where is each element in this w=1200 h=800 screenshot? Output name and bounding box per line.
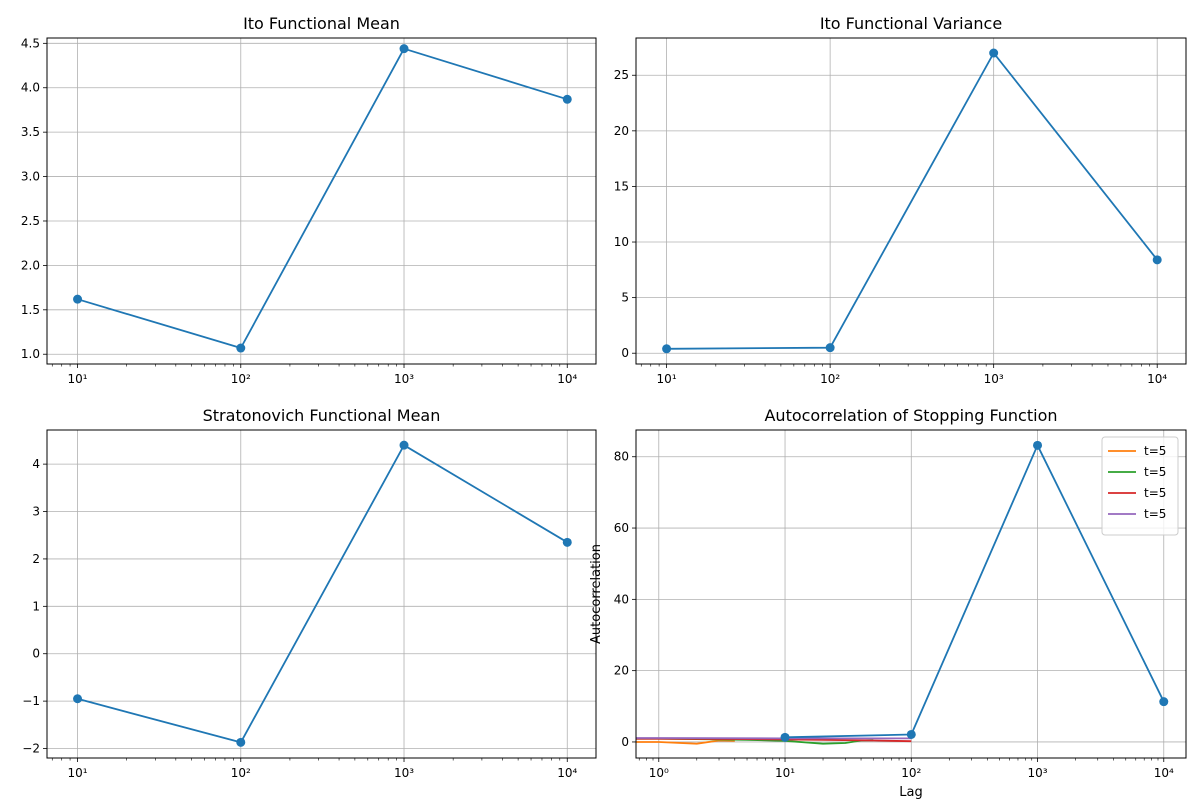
data-point: [399, 44, 409, 54]
data-point: [662, 344, 672, 354]
data-point: [236, 737, 246, 747]
x-tick-label: 10²: [231, 372, 251, 386]
data-layer: [73, 440, 572, 747]
x-tick-label: 10¹: [775, 766, 795, 780]
subplot-title: Stratonovich Functional Mean: [203, 406, 441, 425]
subplot-title: Autocorrelation of Stopping Function: [764, 406, 1057, 425]
subplot-ax2: 10¹ 10² 10³ 10⁴ 0 5 10 15 20 25 Ito Functional Var…: [614, 14, 1187, 386]
series-line-1: [636, 739, 735, 745]
data-point: [989, 48, 999, 58]
y-tick-label: 4.0: [21, 81, 40, 95]
subplot-ax1: 10¹ 10² 10³ 10⁴ 1.0 1.5 2.0 2.5 3.0 3.5 4.0 4.5 Ito …: [21, 14, 597, 386]
x-tick-label: 10¹: [67, 766, 87, 780]
y-tick-label: 4: [32, 457, 40, 471]
subplot-title: Ito Functional Mean: [243, 14, 400, 33]
y-tick-label: 0: [621, 346, 629, 360]
legend-label: t=5: [1144, 444, 1166, 458]
x-tick-label: 10¹: [67, 372, 87, 386]
x-tick-label: 10²: [901, 766, 921, 780]
series-line-0: [666, 52, 1158, 350]
y-tick-label: 40: [614, 592, 629, 606]
data-layer: [73, 44, 572, 353]
y-tick-label: 1.5: [21, 303, 40, 317]
y-tick-label: 20: [614, 664, 629, 678]
x-axis-label: Lag: [899, 785, 922, 800]
series-line-0: [784, 444, 1165, 739]
data-point: [236, 343, 246, 353]
y-tick-label: 0: [32, 647, 40, 661]
x-tick-label: 10³: [984, 372, 1004, 386]
x-tick-label: 10³: [394, 372, 414, 386]
data-point: [562, 94, 572, 104]
y-tick-label: −1: [22, 694, 40, 708]
x-tick-label: 10⁰: [649, 766, 669, 780]
data-point: [399, 440, 409, 450]
y-tick-label: 3.0: [21, 170, 40, 184]
subplot-title: Ito Functional Variance: [820, 14, 1002, 33]
x-tick-label: 10³: [1027, 766, 1047, 780]
subplot-ax3: 10¹ 10² 10³ 10⁴ −2 −1 0 1 2 3 4 Stratonovich Functi…: [22, 406, 597, 780]
x-tick-label: 10²: [231, 766, 251, 780]
y-tick-label: 2: [32, 552, 40, 566]
y-tick-label: 15: [614, 179, 629, 193]
legend-label: t=5: [1144, 465, 1166, 479]
x-tick-label: 10³: [394, 766, 414, 780]
axes-frame: [46, 429, 597, 759]
y-tick-label: 1.0: [21, 347, 40, 361]
y-tick-label: 3.5: [21, 125, 40, 139]
y-tick-label: 5: [621, 291, 629, 305]
y-tick-label: −2: [22, 742, 40, 756]
axes-frame: [635, 37, 1187, 365]
series-line-0: [77, 47, 568, 349]
data-point: [906, 729, 916, 739]
y-tick-label: 25: [614, 68, 629, 82]
data-point: [73, 694, 83, 704]
data-layer: [662, 48, 1162, 354]
data-point: [780, 732, 790, 742]
x-tick-label: 10⁴: [557, 766, 577, 780]
y-tick-label: 80: [614, 450, 629, 464]
data-layer: [636, 440, 1169, 745]
series-line-0: [77, 444, 568, 744]
data-point: [1152, 255, 1162, 265]
legend-box: [1101, 436, 1179, 536]
axes-frame: [46, 37, 597, 365]
x-tick-label: 10⁴: [1147, 372, 1167, 386]
y-tick-label: 0: [621, 735, 629, 749]
data-point: [1033, 440, 1043, 450]
x-tick-label: 10⁴: [557, 372, 577, 386]
x-tick-label: 10⁴: [1154, 766, 1174, 780]
legend: t=5 t=5 t=5 t=5: [1101, 436, 1179, 536]
y-tick-label: 10: [614, 235, 629, 249]
y-tick-label: 60: [614, 521, 629, 535]
y-tick-label: 3: [32, 505, 40, 519]
y-axis-label: Autocorrelation: [589, 544, 604, 644]
y-tick-label: 2.0: [21, 258, 40, 272]
data-point: [562, 537, 572, 547]
data-point: [825, 343, 835, 353]
x-tick-label: 10¹: [657, 372, 677, 386]
data-point: [1159, 697, 1169, 707]
subplot-ax4: 10⁰ 10¹ 10² 10³ 10⁴ 0 20 40 60 80 Autocorrelation …: [589, 406, 1187, 800]
y-tick-label: 4.5: [21, 36, 40, 50]
y-tick-label: 2.5: [21, 214, 40, 228]
y-tick-label: 1: [32, 599, 40, 613]
legend-label: t=5: [1144, 486, 1166, 500]
x-tick-label: 10²: [820, 372, 840, 386]
data-point: [73, 294, 83, 304]
legend-label: t=5: [1144, 507, 1166, 521]
y-tick-label: 20: [614, 124, 629, 138]
